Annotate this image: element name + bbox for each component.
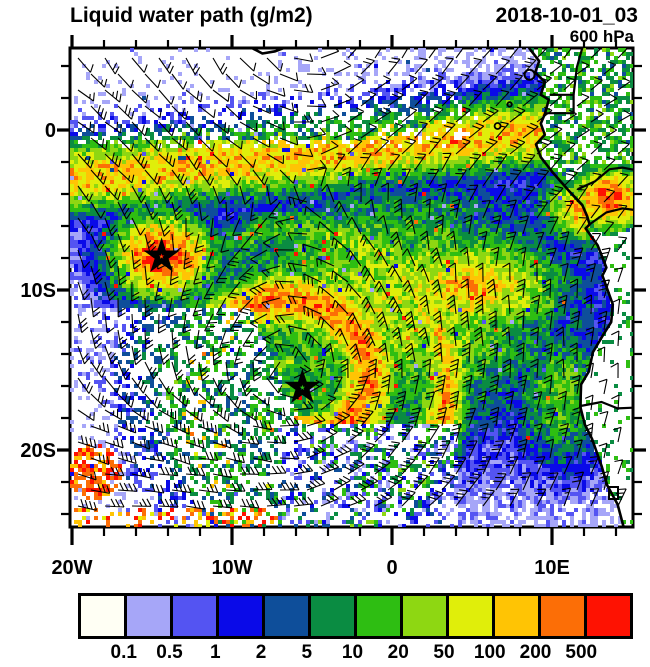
plot-datetime: 2018-10-01_03 xyxy=(495,4,638,27)
map-content xyxy=(70,48,633,527)
principe-island xyxy=(506,101,513,108)
x-axis-label: 20W xyxy=(51,557,92,579)
country-border xyxy=(572,48,584,95)
colorbar-tick-label: 0.5 xyxy=(156,642,183,663)
axis-minor-ticks xyxy=(61,40,642,536)
geography-layer xyxy=(250,48,633,527)
country-border xyxy=(577,166,633,191)
star-marker xyxy=(284,368,321,404)
x-axis-label: 0 xyxy=(386,557,397,579)
walvis-bay-outline xyxy=(608,486,619,500)
wind-barbs-layer xyxy=(77,48,632,511)
colorbar-tick-label: 50 xyxy=(433,642,455,663)
plot-title: Liquid water path (g/m2) xyxy=(70,4,313,27)
colorbar-tick-label: 20 xyxy=(387,642,409,663)
colorbar-tick-label: 500 xyxy=(565,642,598,663)
pressure-level-label: 600 hPa xyxy=(569,27,634,46)
colorbar-tick-label: 0.1 xyxy=(110,642,137,663)
colorbar-swatch-4 xyxy=(262,596,308,636)
y-axis-label: 0 xyxy=(45,120,56,142)
colorbar-swatch-2 xyxy=(170,596,216,636)
country-border xyxy=(588,207,633,226)
lwp-field-color-9 xyxy=(70,112,633,527)
country-border xyxy=(545,93,575,115)
coastline xyxy=(527,48,625,527)
x-axis-label: 10W xyxy=(211,557,252,579)
bioko-island xyxy=(523,68,536,81)
colorbar-swatch-11 xyxy=(584,596,630,636)
colorbar-labels: 0.1 0.5 1 2 5 10 20 50 100 200 500 xyxy=(78,642,627,666)
colorbar-swatch-1 xyxy=(124,596,170,636)
lwp-field-color-10 xyxy=(70,124,630,527)
star-marker xyxy=(143,237,180,272)
colorbar-swatch-9 xyxy=(492,596,538,636)
colorbar-swatch-10 xyxy=(538,596,584,636)
colorbar-tick-label: 200 xyxy=(519,642,552,663)
colorbar-tick-label: 2 xyxy=(255,642,267,663)
lwp-field-color-1 xyxy=(70,48,622,527)
colorbar-swatch-7 xyxy=(400,596,446,636)
sao-tome-island xyxy=(493,122,502,130)
lwp-field-color-8 xyxy=(70,108,633,527)
y-axis-label: 10S xyxy=(20,280,56,302)
lwp-field-color-4 xyxy=(70,52,633,527)
colorbar-tick-label: 100 xyxy=(473,642,506,663)
axis-major-ticks xyxy=(57,35,646,545)
colorbar-swatch-6 xyxy=(354,596,400,636)
colorbar-swatch-0 xyxy=(81,596,124,636)
colorbar-swatch-8 xyxy=(446,596,492,636)
x-axis-label: 10E xyxy=(534,557,570,579)
country-border xyxy=(580,400,633,410)
guinea-coast xyxy=(250,48,286,55)
colorbar-tick-label: 1 xyxy=(209,642,221,663)
lwp-field-color-2 xyxy=(70,48,610,527)
colorbar-tick-label: 10 xyxy=(341,642,364,663)
colorbar-swatch-5 xyxy=(308,596,354,636)
colorbar-tick-label: 5 xyxy=(301,642,313,663)
colorbar-swatch-3 xyxy=(216,596,262,636)
colorbar xyxy=(78,593,633,639)
y-axis-label: 20S xyxy=(20,440,56,462)
